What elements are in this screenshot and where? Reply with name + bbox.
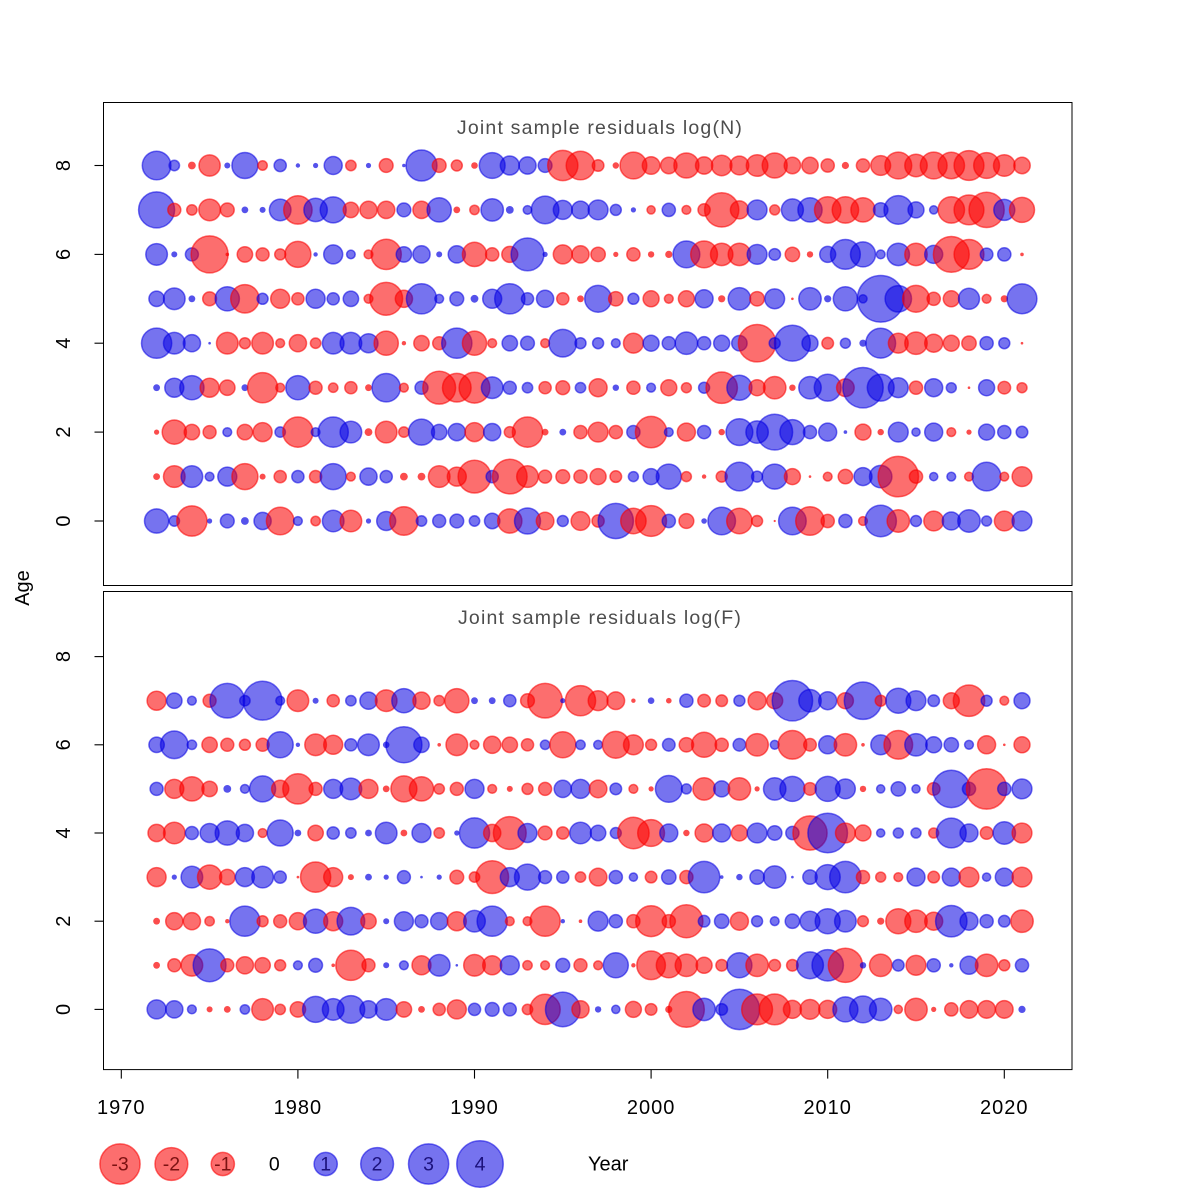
svg-text:8: 8 <box>53 651 75 662</box>
svg-text:1990: 1990 <box>450 1097 499 1119</box>
svg-text:2020: 2020 <box>980 1097 1029 1119</box>
svg-text:Age: Age <box>12 570 34 606</box>
svg-text:0: 0 <box>53 515 75 526</box>
svg-text:3: 3 <box>423 1154 434 1176</box>
svg-text:6: 6 <box>53 249 75 260</box>
svg-text:0: 0 <box>53 1004 75 1015</box>
svg-text:1970: 1970 <box>97 1097 146 1119</box>
svg-text:2000: 2000 <box>627 1097 676 1119</box>
svg-text:2: 2 <box>53 427 75 438</box>
svg-text:1: 1 <box>320 1154 331 1176</box>
svg-text:2010: 2010 <box>803 1097 852 1119</box>
svg-text:4: 4 <box>53 338 75 349</box>
svg-text:8: 8 <box>53 160 75 171</box>
svg-text:4: 4 <box>475 1154 486 1176</box>
svg-text:4: 4 <box>53 827 75 838</box>
svg-text:1980: 1980 <box>274 1097 323 1119</box>
svg-text:Joint sample residuals log(N): Joint sample residuals log(N) <box>457 117 743 139</box>
svg-text:2: 2 <box>372 1154 383 1176</box>
svg-text:6: 6 <box>53 739 75 750</box>
svg-text:-3: -3 <box>111 1154 128 1176</box>
svg-text:-2: -2 <box>163 1154 180 1176</box>
svg-text:-1: -1 <box>214 1154 231 1176</box>
svg-text:0: 0 <box>269 1154 280 1176</box>
svg-text:Joint sample residuals log(F): Joint sample residuals log(F) <box>458 607 742 629</box>
svg-text:2: 2 <box>53 916 75 927</box>
svg-text:Year: Year <box>588 1154 629 1176</box>
